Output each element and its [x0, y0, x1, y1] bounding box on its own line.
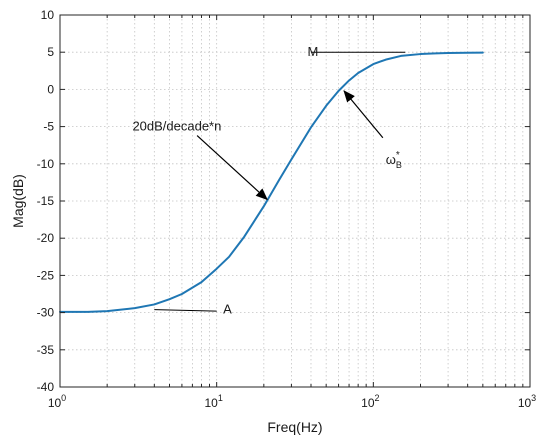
y-tick-label: -5 — [43, 120, 54, 134]
series-line — [59, 51, 484, 313]
plot-background — [60, 15, 530, 387]
y-tick-label: -15 — [37, 194, 55, 208]
annotation-arrow — [343, 90, 384, 139]
x-tick-label: 100 — [48, 393, 66, 410]
annotation-label: M — [307, 44, 318, 59]
y-tick-label: -40 — [37, 380, 55, 394]
annotation-arrow — [196, 135, 268, 201]
y-tick-label: -35 — [37, 343, 55, 357]
x-tick-label: 101 — [204, 393, 222, 410]
annotation-layer: M A 20dB/decade*n ωB* — [132, 44, 406, 317]
y-tick-label: 10 — [41, 8, 55, 22]
annotation-label: A — [223, 302, 232, 317]
tick-label-layer: -40 -35 -30 -25 -20 -15 -10 -5 0 5 10 100 101 102 103 — [37, 8, 537, 410]
y-tick-label: -20 — [37, 231, 55, 245]
annotation-label: 20dB/decade*n — [132, 119, 221, 134]
x-tick-label: 102 — [361, 393, 379, 410]
annotation-label: ωB* — [386, 150, 402, 170]
annotation-leader-line — [154, 309, 217, 312]
y-axis-title: Mag(dB) — [10, 174, 26, 228]
y-tick-label: -30 — [37, 306, 55, 320]
x-axis-title: Freq(Hz) — [267, 419, 322, 435]
tick-layer — [59, 14, 530, 388]
series-layer — [59, 51, 484, 313]
y-tick-label: 5 — [47, 45, 54, 59]
y-tick-label: -10 — [37, 157, 55, 171]
y-tick-label: -25 — [37, 268, 55, 282]
x-tick-label: 103 — [518, 393, 536, 410]
y-tick-label: 0 — [47, 82, 54, 96]
